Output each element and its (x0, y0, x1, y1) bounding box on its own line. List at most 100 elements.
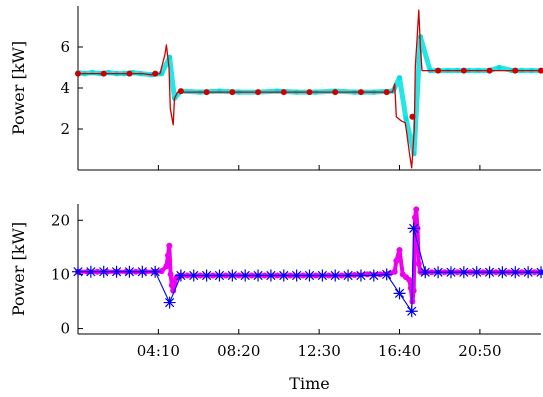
series-1 (75, 9, 543, 169)
star-marker (110, 265, 123, 278)
star-marker (405, 305, 418, 318)
data-point (391, 268, 398, 275)
bottom-chart: 0 10 20 04:10 08:20 12:30 16:40 20:50 Power [kW]… (9, 204, 543, 393)
y-axis-label: Power [kW] (9, 222, 28, 316)
data-point (410, 287, 417, 294)
data-point (403, 116, 409, 122)
star-marker (72, 265, 84, 278)
data-point (512, 67, 519, 74)
star-marker (187, 269, 200, 282)
data-point (167, 271, 174, 278)
data-point (406, 276, 413, 283)
y-axis-label: Power [kW] (9, 41, 28, 135)
data-point (357, 89, 364, 96)
data-point (255, 89, 262, 96)
star-marker (432, 266, 445, 279)
data-point (435, 67, 442, 74)
data-point (383, 89, 390, 96)
data-point (165, 252, 172, 259)
data-point (332, 89, 339, 96)
data-point (538, 67, 543, 74)
star-marker (393, 287, 406, 300)
series-0 (75, 34, 543, 157)
star-marker (342, 269, 355, 282)
star-marker (239, 269, 252, 282)
x-tick-label: 16:40 (378, 342, 421, 360)
series-0 (75, 206, 543, 305)
series-line (78, 207, 541, 304)
star-marker (457, 266, 470, 279)
data-point (486, 67, 493, 74)
star-marker (123, 265, 136, 278)
data-point (393, 257, 400, 264)
star-marker (174, 269, 187, 282)
data-point (280, 89, 287, 96)
x-axis-label: Time (289, 374, 329, 393)
series-band (77, 34, 541, 157)
data-point (100, 70, 107, 77)
data-point (409, 113, 416, 120)
series-line (78, 9, 541, 169)
star-marker (419, 266, 432, 279)
star-marker (264, 269, 277, 282)
star-marker (354, 269, 367, 282)
y-tick-label: 4 (60, 79, 70, 97)
data-point (460, 67, 467, 74)
star-marker (444, 266, 457, 279)
x-tick-label: 08:20 (217, 342, 260, 360)
data-point (396, 75, 403, 81)
star-marker (149, 265, 162, 278)
y-tick-label: 0 (60, 320, 70, 338)
star-marker (200, 269, 213, 282)
data-point (396, 247, 403, 254)
star-marker (380, 268, 393, 281)
data-point (203, 89, 210, 96)
star-marker (213, 269, 226, 282)
star-marker (367, 269, 380, 282)
star-marker (329, 269, 342, 282)
y-tick-label: 6 (60, 38, 70, 56)
data-point (216, 88, 223, 94)
star-marker (407, 222, 420, 235)
data-point (89, 70, 96, 76)
star-marker (316, 269, 329, 282)
series-1 (72, 222, 543, 318)
data-point (496, 64, 502, 71)
data-point (177, 88, 184, 95)
star-marker (509, 266, 522, 279)
star-marker (163, 296, 176, 309)
top-chart: 2 4 6 Power [kW] (9, 6, 543, 171)
star-marker (97, 265, 110, 278)
data-point (306, 89, 313, 96)
star-marker (522, 266, 535, 279)
x-tick-label: 04:10 (137, 342, 180, 360)
data-point (126, 70, 133, 77)
y-tick-label: 10 (51, 265, 70, 283)
star-marker (277, 269, 290, 282)
data-point (413, 206, 420, 213)
data-point (364, 271, 371, 278)
data-point (166, 242, 173, 249)
star-marker (84, 265, 97, 278)
star-marker (470, 266, 483, 279)
star-marker (496, 266, 509, 279)
star-marker (535, 266, 543, 279)
star-marker (483, 266, 496, 279)
data-point (411, 214, 418, 221)
data-point (152, 70, 159, 77)
data-point (75, 70, 81, 77)
star-marker (226, 269, 239, 282)
data-point (158, 268, 165, 275)
x-tick-label: 12:30 (298, 342, 341, 360)
data-point (415, 260, 422, 267)
star-marker (303, 269, 316, 282)
star-marker (136, 265, 149, 278)
star-marker (290, 269, 303, 282)
data-point (229, 89, 236, 96)
star-marker (252, 269, 265, 282)
y-tick-label: 20 (51, 211, 70, 229)
data-point (105, 70, 112, 76)
y-tick-label: 2 (60, 120, 70, 138)
x-tick-label: 20:50 (458, 342, 501, 360)
